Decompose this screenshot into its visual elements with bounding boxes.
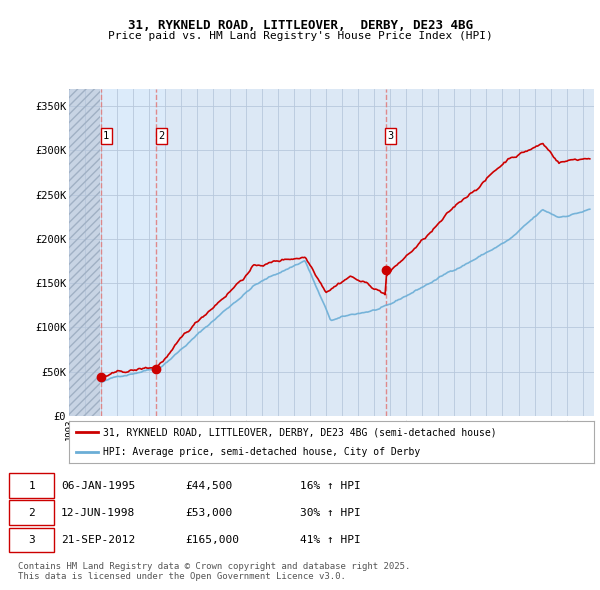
Text: 16% ↑ HPI: 16% ↑ HPI bbox=[300, 481, 361, 490]
Text: £165,000: £165,000 bbox=[185, 535, 239, 545]
Text: 3: 3 bbox=[387, 131, 394, 141]
Text: 1: 1 bbox=[103, 131, 109, 141]
Text: Contains HM Land Registry data © Crown copyright and database right 2025.
This d: Contains HM Land Registry data © Crown c… bbox=[18, 562, 410, 581]
Text: 3: 3 bbox=[28, 535, 35, 545]
Text: 12-JUN-1998: 12-JUN-1998 bbox=[61, 508, 135, 518]
Bar bbox=[69, 88, 100, 416]
Text: 06-JAN-1995: 06-JAN-1995 bbox=[61, 481, 135, 490]
Text: £44,500: £44,500 bbox=[185, 481, 232, 490]
Bar bbox=[100, 88, 166, 416]
Text: 2: 2 bbox=[158, 131, 164, 141]
Text: HPI: Average price, semi-detached house, City of Derby: HPI: Average price, semi-detached house,… bbox=[103, 447, 421, 457]
FancyBboxPatch shape bbox=[9, 473, 54, 498]
FancyBboxPatch shape bbox=[9, 500, 54, 525]
Text: 31, RYKNELD ROAD, LITTLEOVER, DERBY, DE23 4BG (semi-detached house): 31, RYKNELD ROAD, LITTLEOVER, DERBY, DE2… bbox=[103, 427, 497, 437]
Text: Price paid vs. HM Land Registry's House Price Index (HPI): Price paid vs. HM Land Registry's House … bbox=[107, 31, 493, 41]
Text: 41% ↑ HPI: 41% ↑ HPI bbox=[300, 535, 361, 545]
Text: 31, RYKNELD ROAD, LITTLEOVER,  DERBY, DE23 4BG: 31, RYKNELD ROAD, LITTLEOVER, DERBY, DE2… bbox=[128, 19, 473, 32]
FancyBboxPatch shape bbox=[9, 527, 54, 552]
Bar bbox=[69, 88, 100, 416]
Text: £53,000: £53,000 bbox=[185, 508, 232, 518]
Text: 2: 2 bbox=[28, 508, 35, 518]
Text: 30% ↑ HPI: 30% ↑ HPI bbox=[300, 508, 361, 518]
Text: 1: 1 bbox=[28, 481, 35, 490]
Text: 21-SEP-2012: 21-SEP-2012 bbox=[61, 535, 135, 545]
